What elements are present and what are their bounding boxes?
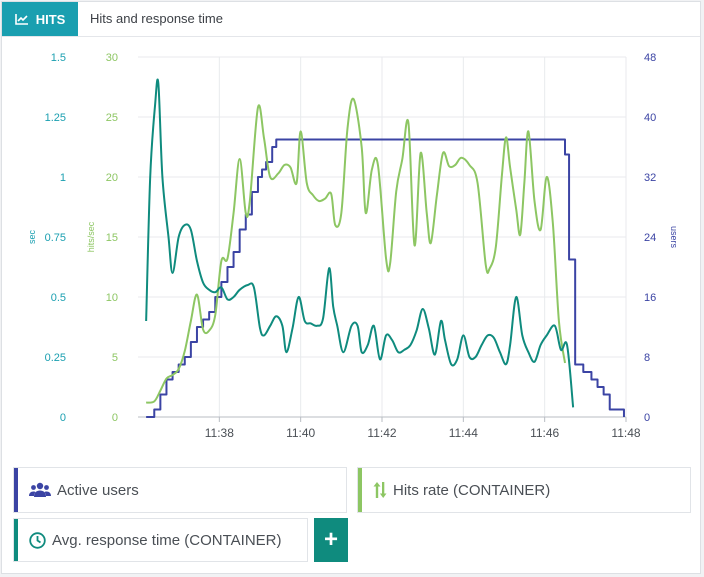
- sec-tick-label: 1.5: [51, 52, 66, 64]
- active-users-series-line: [146, 138, 625, 418]
- legend-response-time[interactable]: Avg. response time (CONTAINER): [13, 518, 308, 562]
- hits-tick-label: 20: [106, 172, 118, 184]
- legend-hits-rate-label: Hits rate (CONTAINER): [393, 481, 551, 499]
- tab-hits[interactable]: HITS: [2, 2, 78, 36]
- line-chart-icon: [14, 13, 29, 25]
- hits-tick-label: 10: [106, 292, 118, 304]
- legend-active-users-label: Active users: [57, 481, 139, 499]
- sec-tick-label: 0.5: [51, 292, 66, 304]
- hits-tick-label: 0: [112, 412, 118, 424]
- hits-rate-color-bar: [358, 468, 362, 512]
- hits-response-chart: 11:38 11:40 11:42 11:44 11:46 11:48 0 0.25 0.5 0.…: [27, 52, 679, 440]
- users-tick-label: 8: [644, 352, 650, 364]
- legend-hits-rate[interactable]: Hits rate (CONTAINER): [357, 467, 691, 513]
- x-tick-label: 11:44: [449, 426, 478, 440]
- x-tick-label: 11:46: [530, 426, 559, 440]
- users-tick-label: 48: [644, 52, 656, 64]
- clock-icon: [29, 531, 46, 549]
- hits-rate-series-line: [145, 97, 566, 404]
- users-icon: [29, 482, 51, 498]
- x-tick-label: 11:38: [205, 426, 234, 440]
- response-time-series-line: [145, 78, 575, 408]
- sec-axis-title: sec: [27, 230, 37, 245]
- legend-active-users[interactable]: Active users: [13, 467, 347, 513]
- hits-tick-label: 25: [106, 112, 118, 124]
- users-tick-label: 0: [644, 412, 650, 424]
- panel-title: Hits and response time: [90, 11, 223, 26]
- x-tick-label: 11:48: [611, 426, 640, 440]
- sec-tick-label: 1: [60, 172, 66, 184]
- hits-axis-title: hits/sec: [86, 221, 96, 252]
- sec-tick-label: 0: [60, 412, 66, 424]
- users-tick-label: 16: [644, 292, 656, 304]
- hits-tick-label: 15: [106, 232, 118, 244]
- hits-tick-label: 30: [106, 52, 118, 64]
- users-tick-label: 24: [644, 232, 656, 244]
- users-tick-label: 32: [644, 172, 656, 184]
- x-tick-label: 11:42: [367, 426, 396, 440]
- sec-tick-label: 0.25: [45, 352, 66, 364]
- tab-hits-label: HITS: [35, 11, 66, 27]
- users-axis-title: users: [669, 226, 679, 249]
- x-tick-label: 11:40: [286, 426, 315, 440]
- sec-tick-label: 0.75: [45, 232, 66, 244]
- users-tick-label: 40: [644, 112, 656, 124]
- response-time-color-bar: [14, 519, 18, 561]
- sort-arrows-icon: [373, 481, 387, 499]
- add-series-button[interactable]: +: [314, 518, 348, 562]
- active-users-color-bar: [14, 468, 18, 512]
- panel-header: HITS Hits and response time: [2, 2, 700, 37]
- legend-response-time-label: Avg. response time (CONTAINER): [52, 531, 282, 549]
- sec-tick-label: 1.25: [45, 112, 66, 124]
- hits-tick-label: 5: [112, 352, 118, 364]
